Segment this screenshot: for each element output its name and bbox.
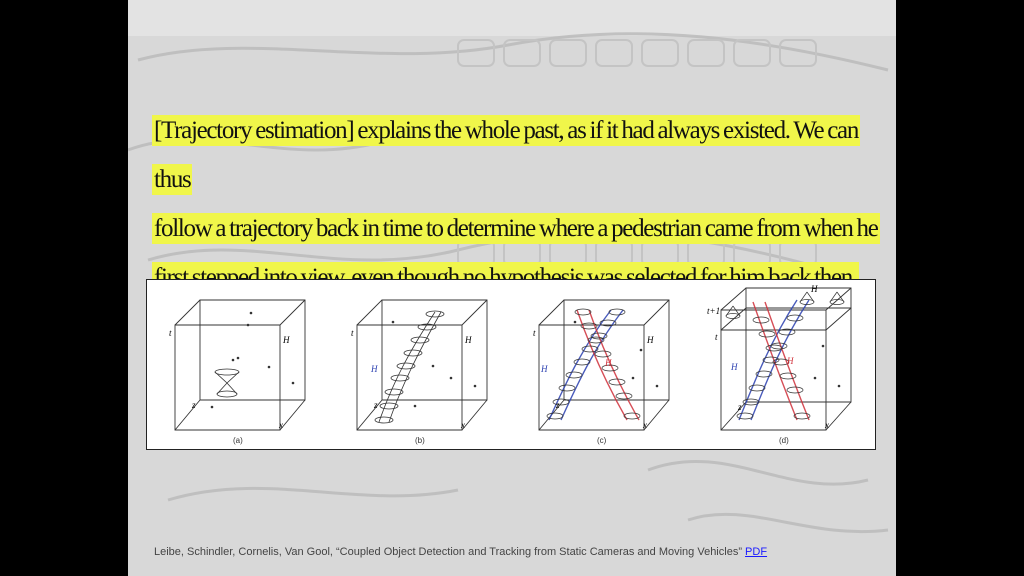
figure-panel-b: H H t x z (b) (337, 280, 507, 449)
hypothesis-label-h1: H (370, 364, 378, 374)
pdf-link[interactable]: PDF (745, 546, 768, 558)
trajectory-figure: H t x z (a) (146, 279, 876, 450)
trajectory-quote: [Trajectory estimation] explains the who… (154, 106, 884, 302)
axis-label: t+1 (707, 306, 720, 316)
hypothesis-label-h1: H (730, 362, 738, 372)
axis-label: x (278, 420, 283, 430)
axis-label: t (169, 328, 172, 338)
figure-panel-a: H t x z (a) (155, 280, 325, 449)
axis-label: t (533, 328, 536, 338)
axis-label: t (715, 332, 718, 342)
axis-label: t (351, 328, 354, 338)
quote-line: [Trajectory estimation] explains the who… (154, 117, 859, 193)
axis-label: z (737, 402, 742, 412)
axis-label: z (555, 400, 560, 410)
quote-line: follow a trajectory back in time to dete… (154, 215, 879, 242)
hypothesis-label-h1: H (540, 364, 548, 374)
axis-label: z (373, 400, 378, 410)
panel-label: H (282, 335, 290, 345)
panel-caption: (a) (233, 436, 243, 445)
citation-text: Leibe, Schindler, Cornelis, Van Gool, “C… (154, 546, 742, 558)
slide: [Trajectory estimation] explains the who… (128, 0, 896, 576)
panel-label: H (464, 335, 472, 345)
figure-panel-c: H H H t x z (c) (519, 280, 689, 449)
axis-label: x (824, 420, 829, 430)
hypothesis-label-h2: H (604, 358, 612, 368)
panel-label: H (810, 284, 818, 294)
panel-label: H (646, 335, 654, 345)
hypothesis-label-h2: H (786, 356, 794, 366)
axis-label: x (460, 420, 465, 430)
figure-panel-d: H H H t+1 t x z (d) (701, 280, 871, 449)
axis-label: z (191, 400, 196, 410)
panel-caption: (b) (415, 436, 425, 445)
citation: Leibe, Schindler, Cornelis, Van Gool, “C… (154, 546, 767, 558)
panel-caption: (d) (779, 436, 789, 445)
panel-caption: (c) (597, 436, 607, 445)
axis-label: x (642, 420, 647, 430)
